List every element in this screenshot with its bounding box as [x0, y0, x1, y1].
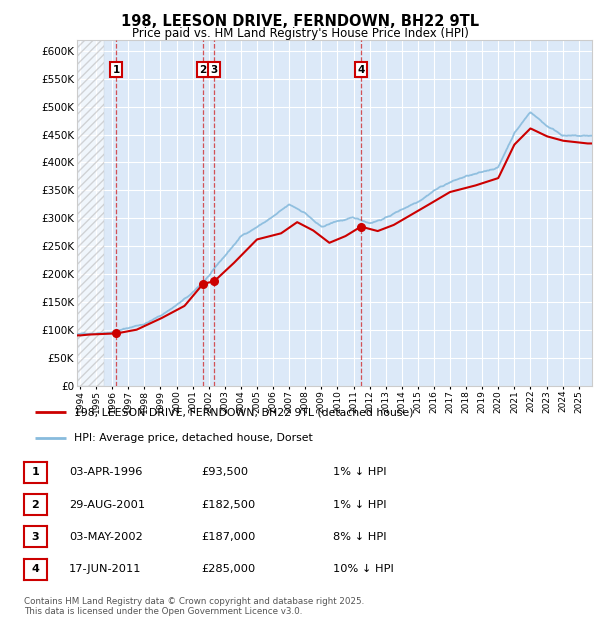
Text: £93,500: £93,500: [201, 467, 248, 477]
Text: 4: 4: [357, 64, 365, 75]
Text: Contains HM Land Registry data © Crown copyright and database right 2025.
This d: Contains HM Land Registry data © Crown c…: [24, 597, 364, 616]
Text: 2: 2: [199, 64, 207, 75]
Text: £182,500: £182,500: [201, 500, 255, 510]
Text: 10% ↓ HPI: 10% ↓ HPI: [333, 564, 394, 574]
Text: Price paid vs. HM Land Registry's House Price Index (HPI): Price paid vs. HM Land Registry's House …: [131, 27, 469, 40]
Text: 17-JUN-2011: 17-JUN-2011: [69, 564, 142, 574]
Text: 198, LEESON DRIVE, FERNDOWN, BH22 9TL: 198, LEESON DRIVE, FERNDOWN, BH22 9TL: [121, 14, 479, 29]
Text: HPI: Average price, detached house, Dorset: HPI: Average price, detached house, Dors…: [74, 433, 313, 443]
Text: 8% ↓ HPI: 8% ↓ HPI: [333, 532, 386, 542]
Text: 3: 3: [32, 532, 39, 542]
Text: 29-AUG-2001: 29-AUG-2001: [69, 500, 145, 510]
Text: 198, LEESON DRIVE, FERNDOWN, BH22 9TL (detached house): 198, LEESON DRIVE, FERNDOWN, BH22 9TL (d…: [74, 407, 414, 417]
Text: £187,000: £187,000: [201, 532, 256, 542]
Text: 03-MAY-2002: 03-MAY-2002: [69, 532, 143, 542]
Text: 1% ↓ HPI: 1% ↓ HPI: [333, 500, 386, 510]
Text: 3: 3: [211, 64, 218, 75]
Text: 03-APR-1996: 03-APR-1996: [69, 467, 142, 477]
Text: 1% ↓ HPI: 1% ↓ HPI: [333, 467, 386, 477]
Text: 1: 1: [32, 467, 39, 477]
Bar: [77, 40, 104, 386]
Text: 4: 4: [31, 564, 40, 574]
Text: £285,000: £285,000: [201, 564, 255, 574]
Text: 2: 2: [32, 500, 39, 510]
Text: 1: 1: [113, 64, 120, 75]
